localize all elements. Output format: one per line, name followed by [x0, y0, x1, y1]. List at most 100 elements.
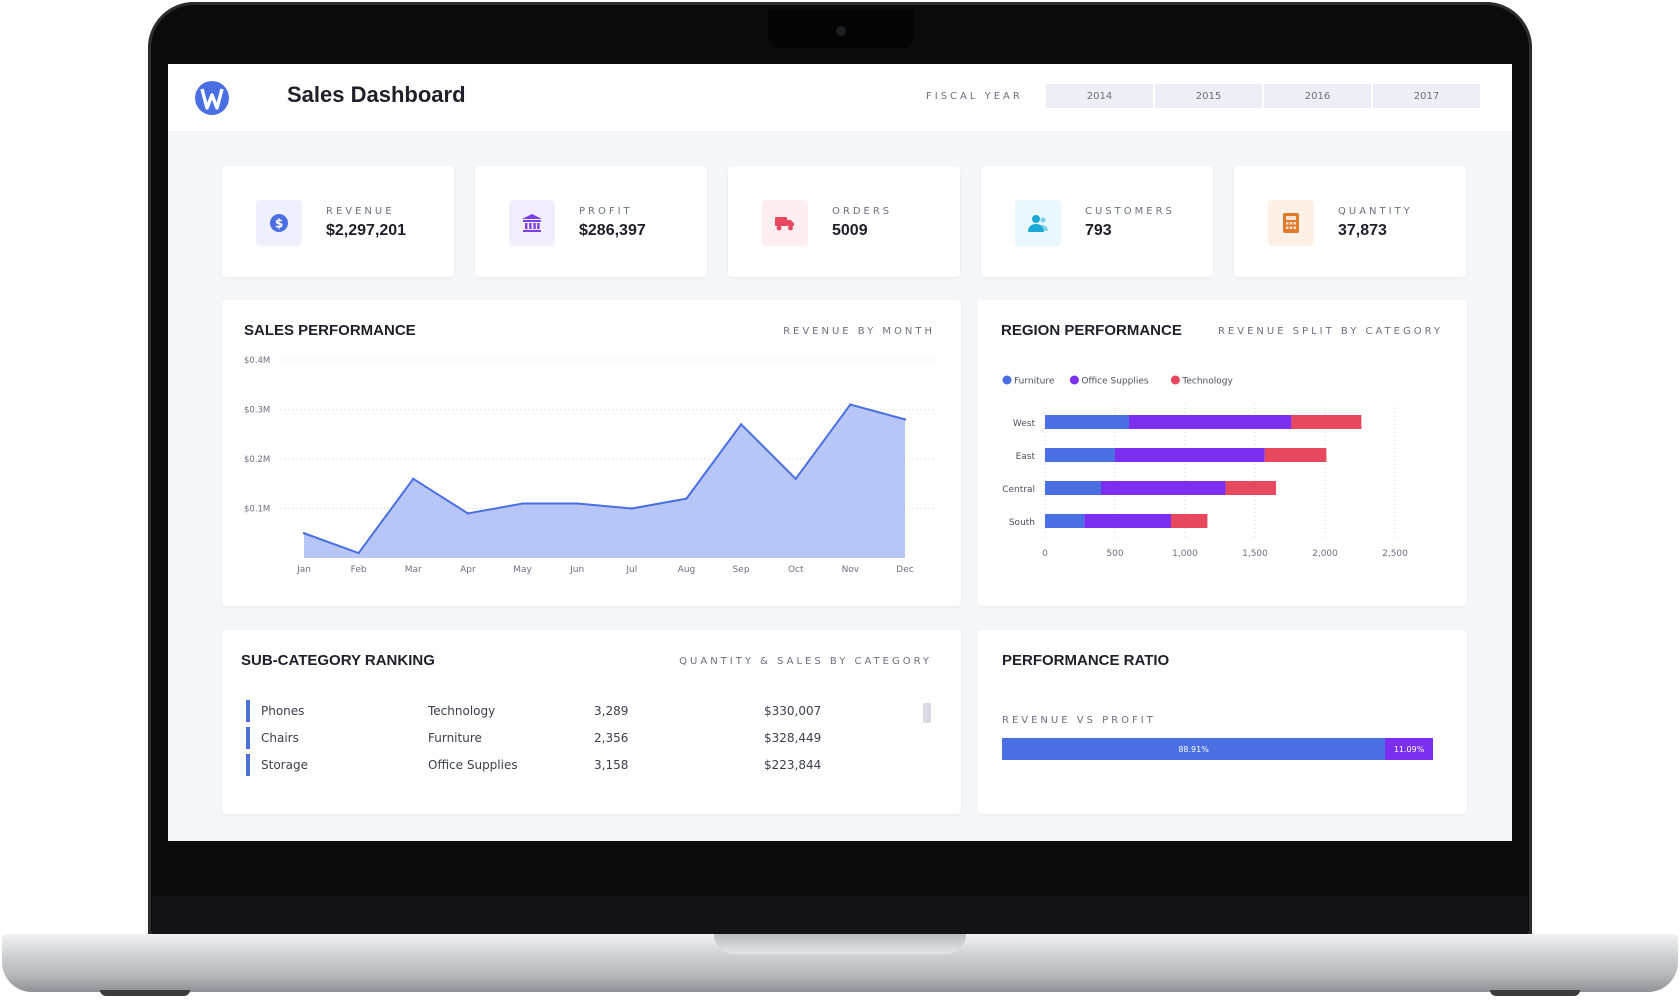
year-tab-2014[interactable]: 2014 — [1046, 84, 1153, 108]
bar-segment — [1045, 448, 1115, 462]
area-line — [303, 403, 906, 555]
quantity-value: 3,289 — [594, 704, 629, 718]
y-tick-label: South — [1009, 518, 1035, 528]
x-tick-label: 0 — [1042, 549, 1048, 559]
dashboard-screen: Sales Dashboard FISCAL YEAR 2014 2015 20… — [168, 64, 1512, 841]
header-bar: Sales Dashboard FISCAL YEAR 2014 2015 20… — [168, 64, 1512, 131]
kpi-card-profit: PROFIT $286,397 — [475, 166, 707, 277]
data-point — [575, 502, 579, 505]
panel-subtitle: QUANTITY & SALES BY CATEGORY — [679, 656, 932, 667]
sub-category-name: Phones — [261, 704, 305, 718]
laptop-bezel — [152, 896, 1528, 934]
camera-icon — [836, 26, 846, 36]
rank-indicator — [246, 727, 250, 749]
svg-text:$: $ — [275, 217, 283, 231]
bar-segment — [1171, 514, 1208, 528]
data-point — [412, 477, 415, 480]
sub-category-name: Storage — [261, 758, 308, 772]
legend-label: Furniture — [1014, 377, 1055, 387]
sales-value: $330,007 — [764, 704, 822, 718]
sales-area-chart: $0.1M $0.2M $0.3M $0.4M Jan Feb Mar Apr May Jun Ju… — [244, 356, 934, 575]
bar-segment — [1045, 415, 1129, 429]
truck-icon — [762, 200, 808, 246]
data-point — [685, 497, 688, 500]
kpi-label: QUANTITY — [1338, 206, 1413, 217]
laptop-foot — [1490, 990, 1580, 996]
category-name: Furniture — [428, 731, 482, 745]
y-tick-label: East — [1016, 452, 1036, 462]
kpi-card-quantity: QUANTITY 37,873 — [1234, 166, 1466, 277]
ratio-segment-profit: 11.09% — [1385, 738, 1433, 760]
bar-segment — [1264, 448, 1327, 462]
bank-icon — [509, 200, 555, 246]
x-tick-label: 2,500 — [1382, 549, 1408, 559]
year-tab-2016[interactable]: 2016 — [1264, 84, 1371, 108]
sales-performance-panel: SALES PERFORMANCE REVENUE BY MONTH $0.1M… — [222, 300, 961, 606]
data-point — [794, 477, 797, 480]
table-row[interactable]: Storage Office Supplies 3,158 $223,844 — [246, 754, 866, 776]
bar-segment — [1115, 448, 1265, 462]
dollar-icon: $ — [256, 200, 302, 246]
table-row[interactable]: Chairs Furniture 2,356 $328,449 — [246, 727, 866, 749]
x-tick-label: Jul — [625, 565, 637, 575]
performance-ratio-panel: PERFORMANCE RATIO REVENUE VS PROFIT 88.9… — [977, 630, 1467, 814]
sub-category-name: Chairs — [261, 731, 299, 745]
panel-title: SALES PERFORMANCE — [244, 322, 416, 339]
calculator-icon — [1268, 200, 1314, 246]
panel-title: REGION PERFORMANCE — [1001, 322, 1182, 339]
x-tick-label: Apr — [460, 565, 476, 575]
kpi-card-revenue: $ REVENUE $2,297,201 — [222, 166, 454, 277]
app-title: Sales Dashboard — [287, 82, 466, 107]
x-tick-label: Jun — [569, 565, 584, 575]
x-tick-label: 500 — [1106, 549, 1123, 559]
kpi-label: ORDERS — [832, 206, 893, 217]
kpi-value: $2,297,201 — [326, 222, 407, 239]
bar-segment — [1045, 514, 1085, 528]
data-point — [302, 532, 306, 535]
x-tick-label: Jan — [296, 565, 311, 575]
kpi-label: CUSTOMERS — [1085, 206, 1175, 217]
data-point — [849, 403, 852, 406]
data-point — [521, 502, 524, 505]
year-tab-2015[interactable]: 2015 — [1155, 84, 1262, 108]
panel-title: SUB-CATEGORY RANKING — [241, 652, 435, 669]
rank-indicator — [246, 754, 250, 776]
region-stacked-bar-chart: 0 500 1,000 1,500 2,000 2,500 Furniture Office … — [1002, 375, 1408, 559]
bar-segment — [1291, 415, 1362, 429]
quantity-value: 2,356 — [594, 731, 629, 745]
quantity-value: 3,158 — [594, 758, 629, 772]
x-tick-label: Oct — [788, 565, 804, 575]
x-tick-label: 2,000 — [1312, 549, 1338, 559]
panel-title: PERFORMANCE RATIO — [1002, 652, 1170, 669]
legend-label: Office Supplies — [1081, 377, 1149, 387]
bar-segment — [1084, 514, 1171, 528]
data-point — [357, 551, 360, 555]
kpi-card-orders: ORDERS 5009 — [728, 166, 960, 277]
bar-segment — [1129, 415, 1292, 429]
kpi-label: PROFIT — [579, 206, 633, 217]
users-icon — [1015, 200, 1061, 246]
x-tick-label: Mar — [405, 565, 422, 575]
legend-marker — [1069, 375, 1079, 385]
kpi-value: 37,873 — [1338, 222, 1387, 239]
y-tick-label: $0.3M — [244, 406, 270, 416]
laptop-opening-notch — [714, 934, 966, 954]
x-tick-label: May — [513, 565, 532, 575]
area-fill — [304, 404, 905, 558]
panel-subtitle: REVENUE BY MONTH — [783, 326, 935, 337]
fiscal-year-label: FISCAL YEAR — [926, 91, 1023, 102]
laptop-foot — [100, 990, 190, 996]
revenue-profit-ratio-bar: 88.91% 11.09% — [1002, 738, 1433, 760]
bar-segment — [1045, 481, 1101, 495]
x-tick-label: Feb — [351, 565, 367, 575]
year-tab-2017[interactable]: 2017 — [1373, 84, 1480, 108]
bar-segment — [1225, 481, 1276, 495]
bar-segment — [1101, 481, 1226, 495]
scrollbar-thumb[interactable] — [923, 703, 931, 723]
fiscal-year-tabs: 2014 2015 2016 2017 — [1046, 84, 1480, 108]
data-point — [630, 507, 634, 510]
kpi-value: $286,397 — [579, 222, 646, 239]
region-performance-panel: REGION PERFORMANCE REVENUE SPLIT BY CATE… — [977, 300, 1467, 606]
table-row[interactable]: Phones Technology 3,289 $330,007 — [246, 700, 866, 722]
sales-value: $223,844 — [764, 758, 822, 772]
